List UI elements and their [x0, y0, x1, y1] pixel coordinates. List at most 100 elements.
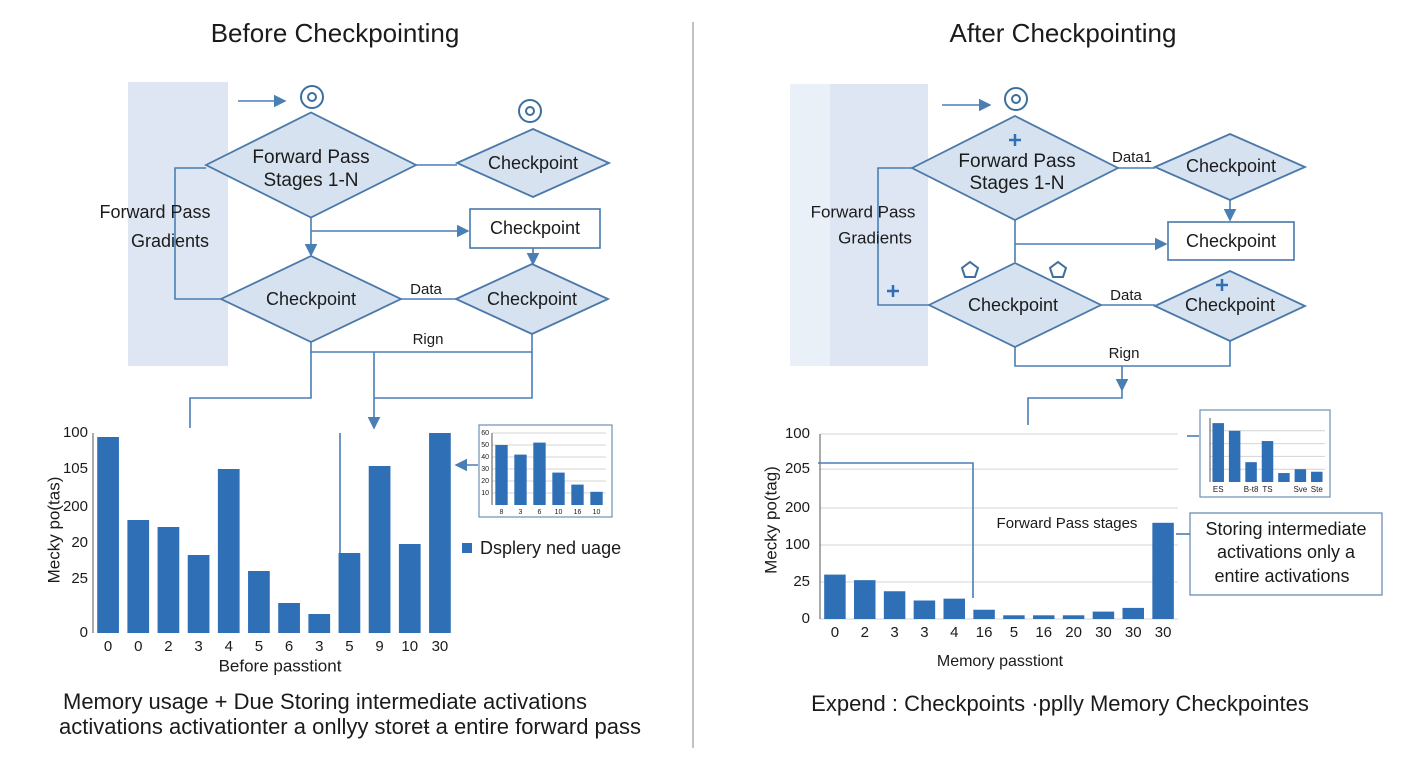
connector	[310, 334, 533, 353]
node-label: Forward Pass	[252, 147, 369, 168]
shade	[128, 82, 228, 366]
x-tick-label: 9	[375, 638, 383, 655]
x-tick-label: 10	[401, 638, 418, 655]
panel-title: Before Checkpointing	[211, 18, 460, 48]
icon	[887, 285, 899, 297]
bar	[1152, 522, 1174, 619]
node-label: Stages 1-N	[969, 173, 1064, 194]
y-tick-label: 40	[481, 454, 489, 461]
bar	[552, 472, 565, 505]
x-tick-label: Ste	[1311, 485, 1324, 494]
bar	[308, 614, 331, 633]
bar	[217, 469, 240, 633]
connector	[189, 352, 312, 428]
bar	[157, 527, 180, 633]
x-tick-label: 0	[134, 638, 142, 655]
shade	[830, 84, 928, 366]
bar	[973, 609, 995, 619]
icon	[960, 260, 980, 278]
caption: activations activationter a onllyy store…	[59, 714, 641, 739]
annotation: Forward Pass stages	[997, 515, 1138, 532]
x-tick-label: 3	[920, 624, 928, 641]
x-tick-label: 0	[104, 638, 112, 655]
panel-title: After Checkpointing	[950, 18, 1177, 48]
bar	[1294, 469, 1307, 482]
bar	[398, 544, 421, 633]
bar	[1033, 615, 1055, 619]
y-tick-label: 0	[80, 624, 88, 641]
x-tick-label: 2	[861, 624, 869, 641]
x-tick-label: 8	[500, 509, 504, 516]
connector	[374, 352, 533, 399]
edge-label: Data1	[1112, 149, 1152, 166]
bar	[590, 491, 603, 505]
bar	[913, 600, 936, 619]
icon	[307, 92, 317, 102]
callout-box	[1189, 512, 1383, 596]
icon	[518, 99, 542, 123]
y-tick-label: 205	[785, 460, 810, 477]
side-label: Gradients	[131, 231, 209, 251]
decision-node	[1152, 133, 1308, 201]
axis-title: Mecky po(tas)	[44, 477, 63, 584]
y-tick-label: 105	[63, 460, 88, 477]
x-tick-label: 30	[1095, 624, 1112, 641]
x-tick-label: 30	[432, 638, 449, 655]
decision-node	[910, 114, 1120, 222]
y-tick-label: 25	[71, 570, 88, 587]
bar	[338, 553, 361, 633]
y-tick-label: 20	[481, 478, 489, 485]
x-tick-label: ES	[1213, 485, 1224, 494]
bar	[1278, 473, 1290, 482]
y-tick-label: 100	[63, 424, 88, 441]
connector	[818, 462, 974, 598]
node-label: Checkpoint	[490, 218, 580, 238]
process-node	[469, 208, 601, 249]
node-label: Checkpoint	[1186, 231, 1276, 251]
edge-label: Rign	[413, 331, 444, 348]
bar	[883, 591, 906, 619]
bar	[514, 454, 527, 505]
x-tick-label: 3	[315, 638, 323, 655]
node-label: Checkpoint	[1186, 156, 1276, 176]
icon	[525, 106, 535, 116]
x-tick-label: 0	[831, 624, 839, 641]
x-tick-label: 5	[345, 638, 353, 655]
bar	[1003, 615, 1025, 619]
bar	[429, 433, 451, 633]
decision-node	[203, 111, 419, 219]
decision-node	[218, 255, 404, 343]
x-tick-label: 30	[1155, 624, 1172, 641]
side-label: Gradients	[838, 228, 912, 247]
side-label: Forward Pass	[811, 202, 916, 221]
bar	[97, 437, 119, 633]
bar	[571, 484, 584, 505]
x-tick-label: 16	[574, 509, 582, 516]
icon	[300, 85, 324, 109]
x-tick-label: TS	[1262, 485, 1272, 494]
y-tick-label: 25	[793, 573, 810, 590]
decision-node	[1152, 270, 1308, 342]
caption: Memory usage + Due Storing intermediate …	[63, 689, 587, 714]
axis-title: Before passtiont	[219, 656, 342, 675]
x-tick-label: 5	[255, 638, 263, 655]
callout-text: Storing intermediate	[1205, 519, 1366, 539]
connector	[174, 167, 221, 300]
edge-label: Data	[1110, 287, 1142, 304]
bar	[368, 466, 391, 633]
decision-node	[454, 128, 612, 198]
x-tick-label: 5	[1010, 624, 1018, 641]
node-label: Checkpoint	[968, 295, 1058, 315]
icon	[1048, 260, 1068, 278]
icon	[1216, 279, 1228, 291]
node-label: Stages 1-N	[263, 170, 358, 191]
x-tick-label: 3	[519, 509, 523, 516]
legend-swatch	[462, 543, 472, 553]
y-tick-label: 0	[802, 610, 810, 627]
icon	[1004, 87, 1028, 111]
bar	[1092, 611, 1115, 619]
x-tick-label: 2	[164, 638, 172, 655]
bar	[854, 580, 876, 619]
bar	[1228, 430, 1241, 482]
x-tick-label: 4	[950, 624, 958, 641]
